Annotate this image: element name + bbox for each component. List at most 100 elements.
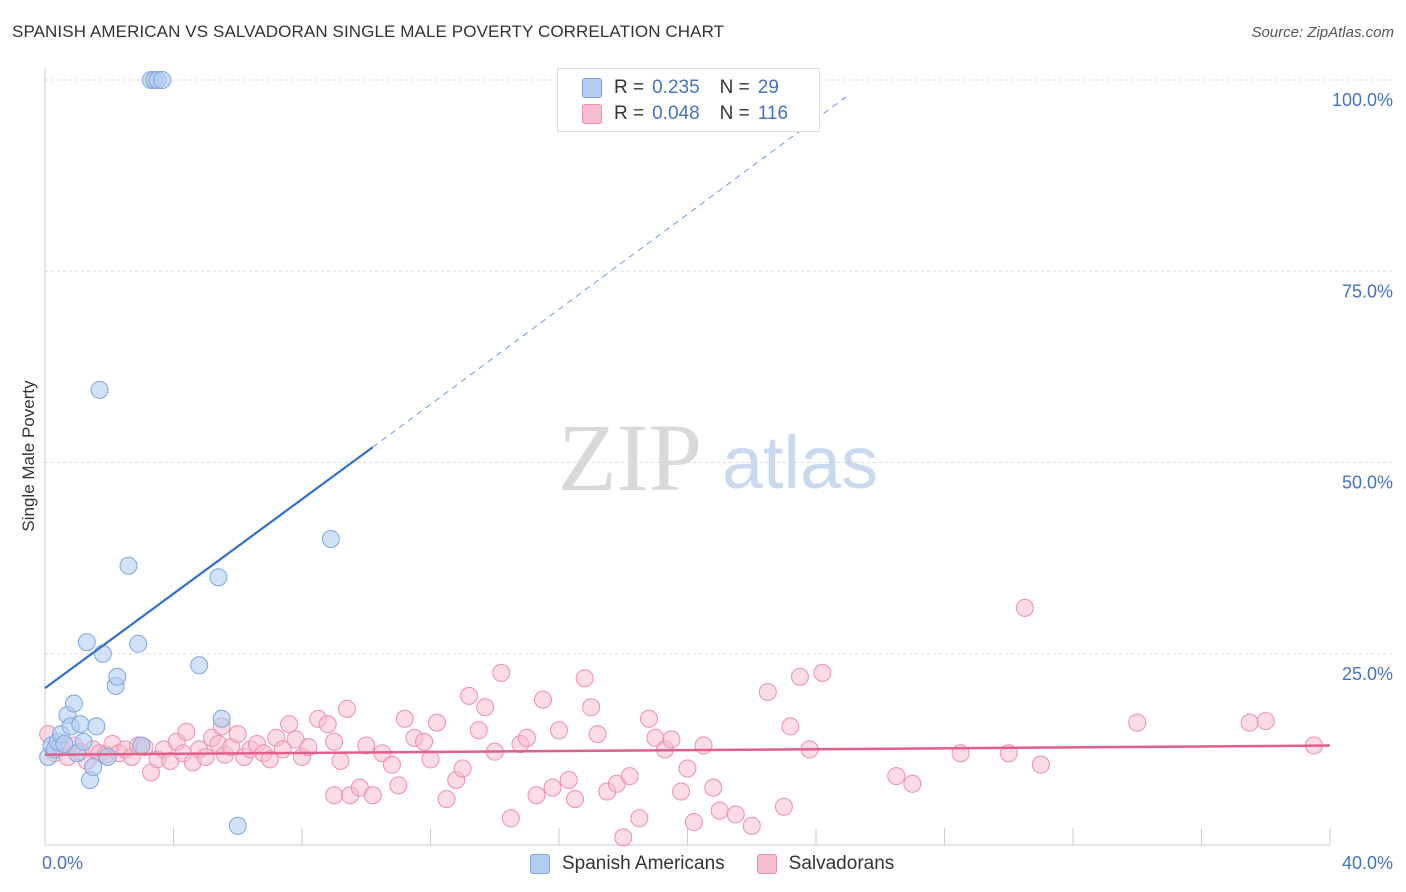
salvadoran-point	[533, 690, 552, 709]
salvadoran-point	[427, 713, 446, 732]
salvadoran-point	[887, 767, 906, 786]
legend-r-value: 0.048	[652, 103, 700, 124]
series-legend-item-salvadorans: Salvadorans	[756, 853, 895, 875]
y-tick-label: 50.0%	[1342, 473, 1393, 493]
salvadoran-point	[781, 717, 800, 736]
salvadoran-point	[196, 748, 215, 767]
salvadoran-point	[260, 750, 279, 769]
salvadoran-point	[1240, 713, 1259, 732]
salvadoran-point	[582, 698, 601, 717]
salvadoran-point	[639, 709, 658, 728]
x-tick-labels: 0.0% 40.0%	[42, 853, 1393, 873]
salvadoran-point	[469, 721, 488, 740]
legend-swatch-blue	[582, 78, 602, 98]
x-tick-label: 40.0%	[1342, 853, 1393, 873]
salvadoran-point	[492, 663, 511, 682]
salvadoran-point	[357, 736, 376, 755]
salvadoran-point	[550, 721, 568, 740]
spanish-american-point	[209, 568, 228, 587]
spanish-american-point	[93, 644, 112, 663]
salvadoran-point	[325, 786, 344, 805]
salvadoran-point	[813, 663, 832, 682]
spanish-american-point	[119, 556, 138, 575]
y-tick-label: 75.0%	[1342, 281, 1393, 301]
series-swatch-pink	[756, 854, 777, 874]
legend-n-label: N =	[719, 103, 750, 124]
stats-legend: R = 0.235 N = 29 R = 0.048 N = 116	[557, 68, 820, 132]
salvadoran-point	[588, 725, 607, 744]
salvadoran-point	[726, 805, 745, 824]
salvadoran-point	[1015, 598, 1034, 617]
salvadoran-point	[299, 738, 318, 757]
spanish-american-point	[87, 717, 106, 736]
salvadoran-point	[543, 778, 562, 797]
salvadoran-point	[177, 722, 196, 741]
salvadoran-point	[337, 699, 356, 718]
salvadoran-point	[437, 790, 456, 809]
salvadoran-point	[318, 715, 337, 734]
spanish-american-point	[212, 709, 231, 728]
salvadoran-point	[280, 715, 299, 734]
spanish-americans-points	[39, 71, 340, 835]
spanish-american-point	[90, 380, 109, 399]
salvadoran-point	[325, 732, 344, 751]
series-legend: Spanish Americans Salvadorans	[530, 853, 926, 875]
salvadoran-point	[704, 778, 723, 797]
salvadoran-point	[614, 828, 633, 847]
salvadoran-point	[415, 732, 434, 751]
salvadoran-point	[517, 728, 536, 747]
spanish-american-point	[153, 71, 172, 89]
spanish-american-point	[84, 757, 103, 776]
salvadorans-points	[39, 598, 1323, 847]
salvadoran-point	[501, 809, 520, 828]
spanish-american-point	[228, 816, 247, 835]
salvadoran-point	[389, 776, 408, 795]
salvadoran-point	[421, 750, 440, 769]
salvadoran-point	[1128, 713, 1147, 732]
series-name: Salvadorans	[788, 853, 895, 874]
legend-r-label: R =	[614, 77, 645, 98]
watermark-zip: ZIP	[558, 404, 702, 511]
legend-n-value: 116	[757, 103, 789, 124]
salvadoran-point	[363, 786, 382, 805]
salvadoran-point	[382, 755, 401, 774]
legend-n-label: N =	[719, 77, 750, 98]
salvadoran-point	[453, 759, 472, 778]
spanish-american-point	[64, 694, 83, 713]
salvadoran-point	[758, 683, 777, 701]
salvadoran-point	[678, 759, 697, 778]
spanish-american-point	[71, 715, 90, 734]
axes	[44, 68, 1331, 846]
salvadoran-point	[684, 813, 703, 832]
salvadoran-point	[790, 667, 809, 686]
spanish-american-point	[77, 633, 96, 652]
salvadoran-point	[566, 790, 585, 809]
spanish-american-point	[132, 736, 151, 755]
salvadoran-point	[331, 751, 350, 770]
salvadoran-point	[630, 809, 649, 828]
salvadoran-point	[774, 797, 793, 816]
chart-title: SPANISH AMERICAN VS SALVADORAN SINGLE MA…	[12, 22, 725, 41]
series-legend-item-spanish-americans: Spanish Americans	[530, 853, 725, 875]
salvadoran-point	[527, 786, 546, 805]
legend-swatch-pink	[582, 104, 602, 124]
salvadoran-point	[460, 686, 479, 705]
salvadoran-point	[672, 782, 691, 801]
salvadoran-point	[476, 698, 495, 717]
x-tick-label: 0.0%	[42, 853, 83, 873]
legend-n-value: 29	[757, 77, 779, 98]
spanish-americans-trend-line	[44, 446, 374, 690]
spanish-american-point	[74, 732, 93, 751]
legend-row-salvadorans: R = 0.048 N = 116	[582, 102, 788, 126]
salvadoran-point	[395, 709, 414, 728]
salvadoran-point	[620, 767, 639, 786]
salvadoran-point	[228, 725, 247, 744]
y-tick-labels: 25.0% 50.0% 75.0% 100.0%	[1332, 90, 1393, 684]
salvadoran-point	[559, 770, 578, 789]
spanish-american-point	[190, 656, 209, 675]
source-label: Source: ZipAtlas.com	[1251, 24, 1394, 41]
spanish-american-point	[321, 530, 340, 548]
spanish-american-point	[129, 634, 148, 653]
salvadoran-point	[903, 774, 922, 793]
